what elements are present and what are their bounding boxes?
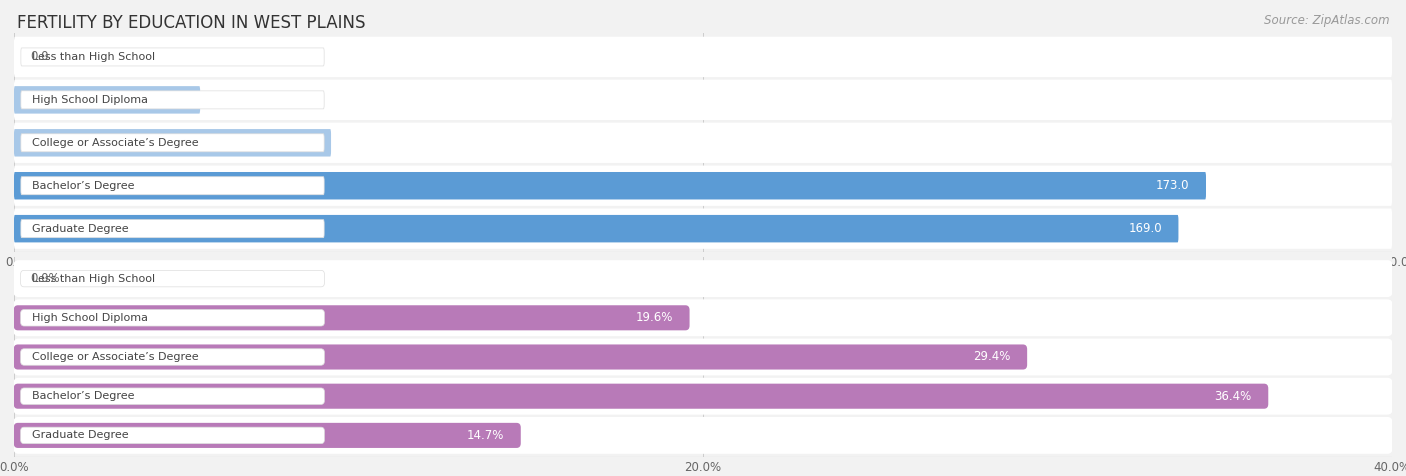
Text: 14.7%: 14.7% — [467, 429, 503, 442]
Text: High School Diploma: High School Diploma — [32, 313, 148, 323]
FancyBboxPatch shape — [14, 299, 1392, 336]
Text: Graduate Degree: Graduate Degree — [32, 224, 128, 234]
FancyBboxPatch shape — [14, 417, 1392, 454]
FancyBboxPatch shape — [14, 79, 1392, 120]
FancyBboxPatch shape — [14, 423, 520, 448]
Text: 46.0: 46.0 — [288, 136, 315, 149]
FancyBboxPatch shape — [21, 134, 325, 152]
Text: 0.0%: 0.0% — [31, 272, 60, 285]
FancyBboxPatch shape — [21, 48, 325, 66]
FancyBboxPatch shape — [14, 384, 1268, 409]
Text: 19.6%: 19.6% — [636, 311, 672, 324]
Text: 36.4%: 36.4% — [1215, 390, 1251, 403]
FancyBboxPatch shape — [21, 388, 325, 405]
FancyBboxPatch shape — [14, 215, 1178, 242]
FancyBboxPatch shape — [21, 91, 325, 109]
Text: Source: ZipAtlas.com: Source: ZipAtlas.com — [1264, 14, 1389, 27]
FancyBboxPatch shape — [21, 309, 325, 326]
FancyBboxPatch shape — [14, 172, 1206, 199]
Text: Less than High School: Less than High School — [32, 52, 155, 62]
FancyBboxPatch shape — [21, 270, 325, 287]
Text: 0.0: 0.0 — [31, 50, 49, 63]
FancyBboxPatch shape — [14, 123, 1392, 163]
Text: 169.0: 169.0 — [1128, 222, 1161, 235]
FancyBboxPatch shape — [14, 338, 1392, 376]
Text: Graduate Degree: Graduate Degree — [32, 430, 128, 440]
FancyBboxPatch shape — [14, 260, 1392, 297]
FancyBboxPatch shape — [21, 219, 325, 238]
Text: Bachelor’s Degree: Bachelor’s Degree — [32, 391, 135, 401]
FancyBboxPatch shape — [14, 345, 1028, 369]
FancyBboxPatch shape — [14, 86, 200, 114]
Text: 173.0: 173.0 — [1156, 179, 1189, 192]
FancyBboxPatch shape — [14, 208, 1392, 249]
Text: College or Associate’s Degree: College or Associate’s Degree — [32, 138, 198, 148]
Text: FERTILITY BY EDUCATION IN WEST PLAINS: FERTILITY BY EDUCATION IN WEST PLAINS — [17, 14, 366, 32]
Text: High School Diploma: High School Diploma — [32, 95, 148, 105]
Text: 29.4%: 29.4% — [973, 350, 1011, 364]
FancyBboxPatch shape — [14, 305, 689, 330]
FancyBboxPatch shape — [14, 166, 1392, 206]
FancyBboxPatch shape — [21, 349, 325, 365]
Text: College or Associate’s Degree: College or Associate’s Degree — [32, 352, 198, 362]
Text: Bachelor’s Degree: Bachelor’s Degree — [32, 181, 135, 191]
FancyBboxPatch shape — [14, 378, 1392, 415]
FancyBboxPatch shape — [21, 177, 325, 195]
FancyBboxPatch shape — [14, 37, 1392, 77]
Text: 27.0: 27.0 — [157, 93, 184, 106]
Text: Less than High School: Less than High School — [32, 274, 155, 284]
FancyBboxPatch shape — [14, 129, 330, 157]
FancyBboxPatch shape — [21, 427, 325, 444]
